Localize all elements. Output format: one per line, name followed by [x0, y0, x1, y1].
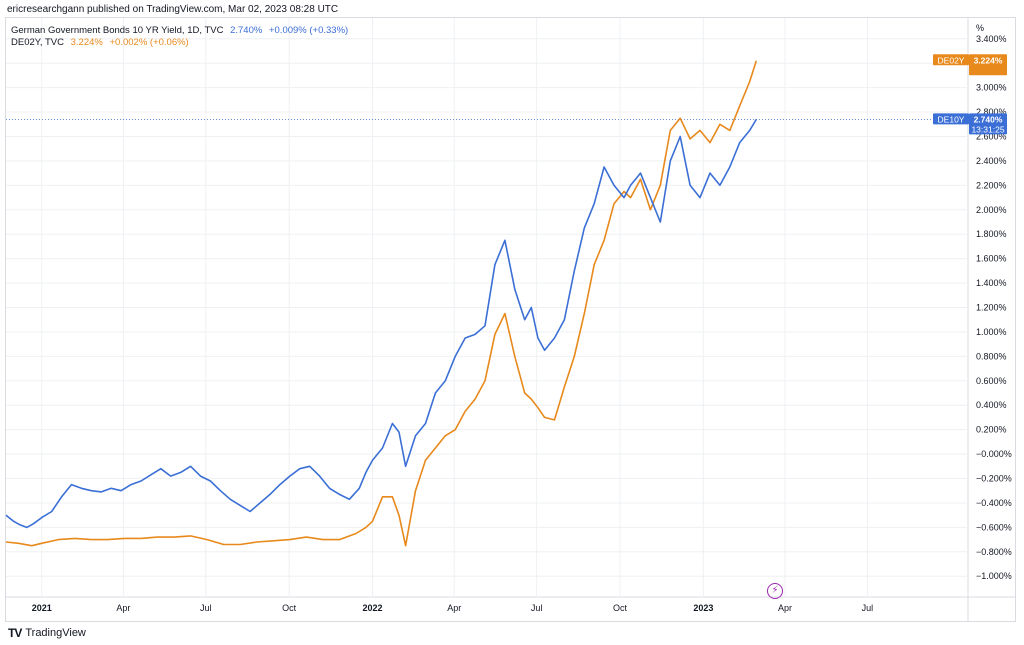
y-tick-label: 1.800% [976, 229, 1007, 239]
legend-de02y-name: DE02Y, TVC [11, 37, 64, 48]
price-label-de10y-countdown: 13:31:25 [971, 124, 1004, 134]
price-label-de10y-value-box [969, 113, 1007, 135]
footer-brand[interactable]: TV TradingView [8, 626, 86, 640]
legend-de02y[interactable]: DE02Y, TVC 3.224% +0.002% (+0.06%) [11, 37, 193, 48]
price-label-de02y-value: 3.224% [974, 55, 1003, 65]
series-line-de02y[interactable] [5, 60, 758, 547]
y-tick-label: −0.400% [976, 498, 1012, 508]
x-tick-label: Jul [200, 603, 212, 613]
y-tick-label: 1.600% [976, 254, 1007, 264]
x-tick-label: Oct [613, 603, 628, 613]
y-tick-label: −1.000% [976, 571, 1012, 581]
price-label-de10y[interactable]: DE10Y 2.740%13:31:25 [933, 113, 1007, 135]
price-label-de10y-value: 2.740% [974, 114, 1003, 124]
y-tick-label: −0.800% [976, 547, 1012, 557]
price-label-de02y[interactable]: DE02Y 3.224% [933, 54, 1007, 76]
x-tick-label: Jul [531, 603, 543, 613]
y-tick-label: 1.200% [976, 303, 1007, 313]
price-label-de02y-ticker-box [933, 54, 969, 66]
published-by-header: ericresearchgann published on TradingVie… [7, 4, 339, 15]
y-tick-label: 2.600% [976, 131, 1007, 141]
y-tick-label: 0.400% [976, 400, 1007, 410]
y-tick-label: 2.400% [976, 156, 1007, 166]
y-tick-label: −0.600% [976, 522, 1012, 532]
y-tick-label: 2.800% [976, 107, 1007, 117]
y-tick-label: 3.000% [976, 83, 1007, 93]
x-axis: 2021 Apr Jul Oct 2022 Apr Jul Oct 2023 Apr Jul [32, 603, 873, 613]
y-tick-label: 1.400% [976, 278, 1007, 288]
legend-de02y-value: 3.224% [70, 37, 103, 48]
price-labels: DE02Y 3.224% DE10Y 2.740%13:31:25 [933, 54, 1007, 135]
y-tick-label: 1.000% [976, 327, 1007, 337]
y-tick-label: 2.000% [976, 205, 1007, 215]
x-tick-label: Jul [862, 603, 874, 613]
price-label-de10y-ticker-box [933, 113, 969, 125]
legend-de10y-change: +0.009% (+0.33%) [268, 25, 349, 36]
price-label-de02y-value-box [969, 54, 1007, 76]
y-tick-label: −0.200% [976, 474, 1012, 484]
legend-de10y[interactable]: German Government Bonds 10 YR Yield, 1D,… [11, 25, 352, 36]
y-tick-label: 0.800% [976, 351, 1007, 361]
x-tick-label: 2022 [363, 603, 383, 613]
tradingview-brand-text: TradingView [25, 627, 86, 639]
y-tick-label: −0.000% [976, 449, 1012, 459]
x-tick-label: Apr [778, 603, 792, 613]
axis-unit-label: % [976, 23, 985, 33]
x-tick-label: Oct [282, 603, 297, 613]
legend-de02y-change: +0.002% (+0.06%) [109, 37, 189, 48]
x-tick-label: Apr [116, 603, 130, 613]
series-line-de10y[interactable] [5, 118, 757, 529]
x-tick-label: 2021 [32, 603, 52, 613]
x-tick-label: 2023 [693, 603, 713, 613]
y-tick-label: 2.200% [976, 180, 1007, 190]
y-tick-label: 3.400% [976, 34, 1007, 44]
price-label-de02y-ticker: DE02Y [938, 55, 965, 65]
y-tick-label: 0.600% [976, 376, 1007, 386]
price-label-de10y-ticker: DE10Y [938, 114, 965, 124]
legend-de10y-value: 2.740% [230, 25, 263, 36]
chart-frame [5, 17, 1016, 622]
x-tick-label: Apr [447, 603, 461, 613]
lightning-icon[interactable]: ⚡ [767, 583, 783, 599]
series-lines [5, 60, 758, 547]
y-tick-label: 0.200% [976, 425, 1007, 435]
grid-lines [6, 18, 1015, 621]
legend-de10y-name: German Government Bonds 10 YR Yield, 1D,… [11, 25, 224, 36]
tradingview-logo-icon: TV [8, 626, 22, 640]
